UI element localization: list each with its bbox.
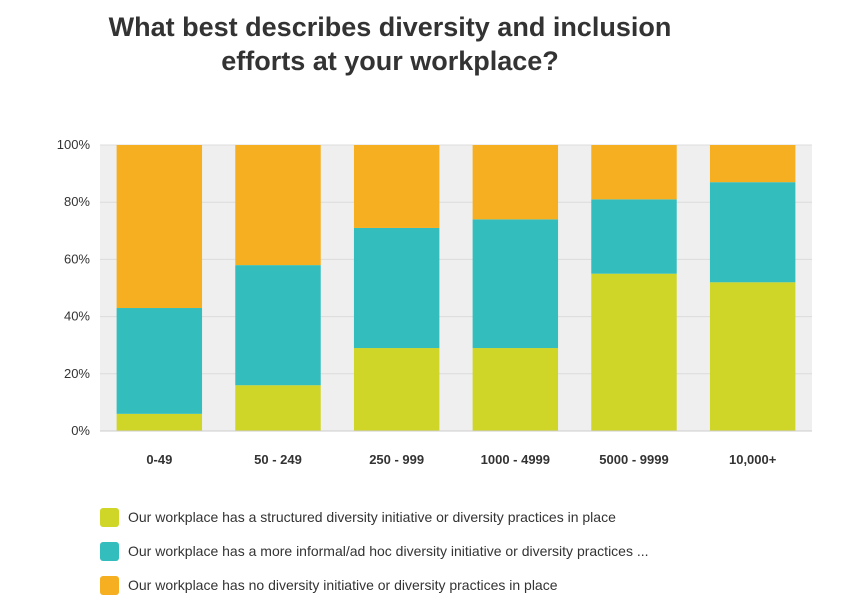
legend-item-structured[interactable]: Our workplace has a structured diversity… <box>100 500 649 534</box>
bar-segment <box>235 385 321 431</box>
bar-segment <box>709 145 796 183</box>
bar-segment <box>709 182 796 283</box>
chart-legend: Our workplace has a structured diversity… <box>100 500 649 602</box>
bar-segment <box>353 348 440 431</box>
y-tick-label: 60% <box>64 251 90 266</box>
legend-item-none[interactable]: Our workplace has no diversity initiativ… <box>100 568 649 602</box>
x-tick-label: 1000 - 4999 <box>481 452 550 467</box>
bar-segment <box>709 282 796 431</box>
bar-segment <box>353 227 440 349</box>
bar-segment <box>235 265 321 386</box>
bar-segment <box>116 308 203 414</box>
legend-label-informal: Our workplace has a more informal/ad hoc… <box>128 543 649 559</box>
y-tick-label: 20% <box>64 366 90 381</box>
y-tick-label: 80% <box>64 194 90 209</box>
bar-segment <box>591 199 677 274</box>
legend-swatch-none <box>100 575 119 595</box>
chart-title-line-1: What best describes diversity and inclus… <box>108 12 672 42</box>
bar-segment <box>235 145 321 266</box>
legend-label-structured: Our workplace has a structured diversity… <box>128 509 616 525</box>
x-tick-label: 0-49 <box>146 452 172 467</box>
y-tick-label: 100% <box>57 137 91 152</box>
legend-label-none: Our workplace has no diversity initiativ… <box>128 577 558 593</box>
y-tick-label: 40% <box>64 309 90 324</box>
chart-title-line-2: efforts at your workplace? <box>221 46 559 76</box>
y-tick-label: 0% <box>71 423 90 438</box>
bar-segment <box>472 348 559 431</box>
bar-segment <box>116 145 203 309</box>
x-tick-label: 10,000+ <box>729 452 777 467</box>
bar-segment <box>591 145 677 200</box>
x-tick-label: 250 - 999 <box>369 452 424 467</box>
legend-swatch-informal <box>100 541 119 561</box>
bar-segment <box>353 145 440 228</box>
bar-segment <box>116 413 203 431</box>
bar-segment <box>472 219 559 349</box>
x-tick-label: 5000 - 9999 <box>599 452 668 467</box>
x-tick-label: 50 - 249 <box>254 452 302 467</box>
chart-title: What best describes diversity and inclus… <box>0 10 780 78</box>
legend-item-informal[interactable]: Our workplace has a more informal/ad hoc… <box>100 534 649 568</box>
bar-segment <box>472 145 559 220</box>
legend-swatch-structured <box>100 507 119 527</box>
bar-segment <box>591 273 677 431</box>
plot-background <box>100 145 812 431</box>
